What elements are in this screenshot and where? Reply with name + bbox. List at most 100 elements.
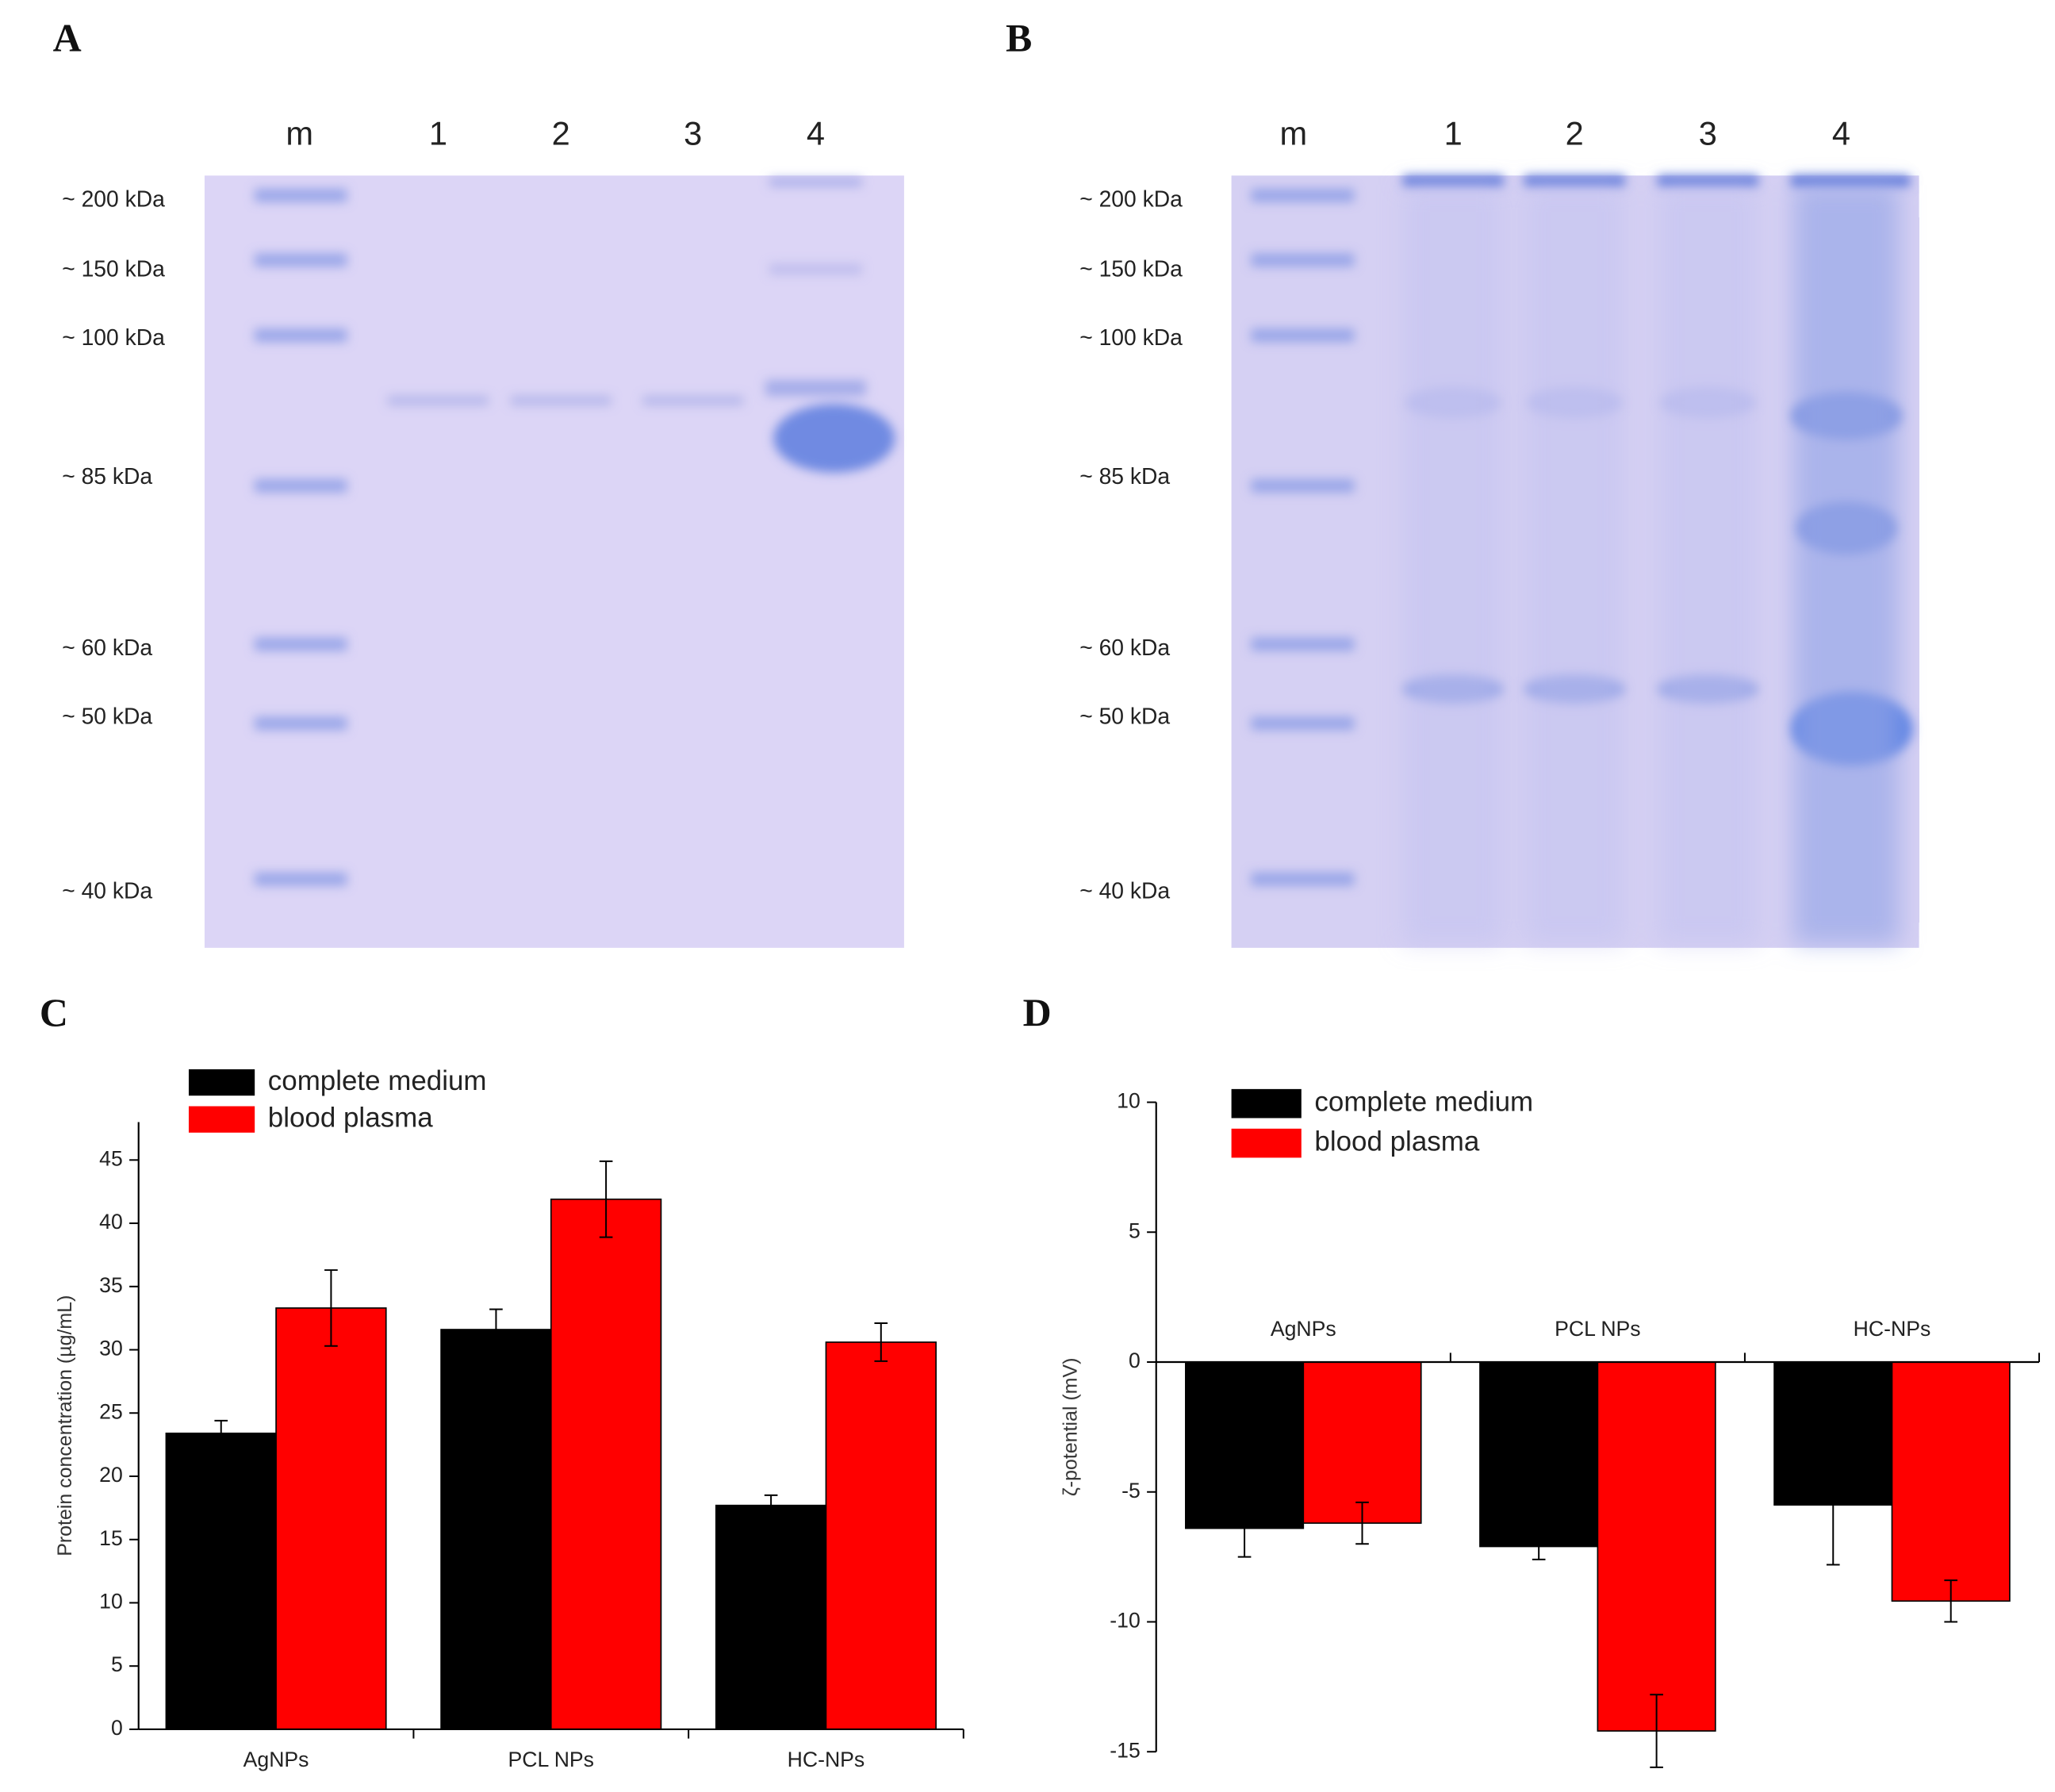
error-bar bbox=[764, 1494, 778, 1517]
x-tick-label: AgNPs bbox=[243, 1748, 309, 1771]
marker-label: ~ 60 kDa bbox=[1079, 635, 1170, 660]
error-bar bbox=[1355, 1501, 1369, 1545]
marker-band bbox=[1251, 188, 1355, 202]
marker-label: ~ 200 kDa bbox=[62, 186, 165, 211]
error-bar bbox=[1944, 1579, 1958, 1623]
sample-band bbox=[1791, 175, 1910, 186]
y-tick-label: 10 bbox=[1117, 1089, 1141, 1113]
error-bar bbox=[599, 1160, 613, 1238]
bar bbox=[165, 1432, 277, 1730]
marker-band bbox=[1251, 637, 1355, 651]
y-tick-label: 20 bbox=[99, 1463, 123, 1487]
y-axis-label: Protein concentration (µg/mL) bbox=[54, 1295, 76, 1556]
marker-label: ~ 40 kDa bbox=[62, 877, 152, 903]
gel-bands bbox=[255, 178, 895, 886]
marker-band bbox=[1251, 716, 1355, 731]
marker-band bbox=[1251, 872, 1355, 886]
x-tick-label: AgNPs bbox=[1271, 1317, 1336, 1341]
y-tick-label: 25 bbox=[99, 1399, 123, 1423]
sample-smear bbox=[1402, 184, 1504, 944]
marker-label: ~ 150 kDa bbox=[1079, 256, 1183, 282]
legend-label: blood plasma bbox=[1314, 1126, 1479, 1157]
sample-smear bbox=[1793, 184, 1900, 944]
marker-band bbox=[1251, 328, 1355, 342]
lane-label: 1 bbox=[1444, 114, 1463, 152]
marker-band bbox=[255, 716, 347, 731]
sample-band bbox=[642, 396, 743, 405]
gel-background bbox=[204, 175, 904, 948]
legend-swatch bbox=[1231, 1128, 1302, 1158]
marker-band bbox=[1251, 253, 1355, 267]
legend-label: blood plasma bbox=[268, 1102, 433, 1133]
bar bbox=[440, 1329, 552, 1730]
y-tick-label: 5 bbox=[1129, 1218, 1141, 1242]
marker-band bbox=[1251, 479, 1355, 493]
sample-band bbox=[1658, 175, 1758, 186]
panel-label: C bbox=[40, 991, 68, 1034]
marker-label: ~ 50 kDa bbox=[62, 704, 152, 729]
sample-band bbox=[1402, 175, 1504, 186]
lane-label: 3 bbox=[1699, 114, 1717, 152]
y-tick-label: 15 bbox=[99, 1526, 123, 1550]
x-tick-label: HC-NPs bbox=[788, 1748, 865, 1771]
lane-label: 4 bbox=[807, 114, 825, 152]
marker-label: ~ 60 kDa bbox=[62, 635, 152, 660]
sample-band bbox=[769, 178, 862, 186]
sample-band bbox=[765, 380, 866, 397]
error-bar bbox=[214, 1419, 228, 1447]
marker-label: ~ 200 kDa bbox=[1079, 186, 1183, 211]
marker-band bbox=[255, 188, 347, 202]
bar bbox=[825, 1341, 937, 1730]
lane-label: 3 bbox=[684, 114, 702, 152]
sample-band bbox=[511, 396, 612, 405]
legend-label: complete medium bbox=[268, 1065, 487, 1096]
sample-smear bbox=[1524, 184, 1625, 944]
marker-band bbox=[255, 637, 347, 651]
legend-swatch bbox=[188, 1069, 255, 1096]
lane-label: 1 bbox=[429, 114, 447, 152]
gel-smear bbox=[1402, 184, 1900, 944]
panel-label: B bbox=[1006, 17, 1032, 60]
bar bbox=[275, 1307, 387, 1730]
sample-smear bbox=[1658, 184, 1758, 944]
y-tick-label: 45 bbox=[99, 1146, 123, 1170]
marker-label: ~ 150 kDa bbox=[62, 256, 165, 282]
y-tick-label: -10 bbox=[1110, 1609, 1140, 1633]
legend-swatch bbox=[188, 1106, 255, 1133]
y-tick-label: 30 bbox=[99, 1337, 123, 1360]
y-axis-label: ζ-potential (mV) bbox=[1060, 1358, 1082, 1497]
y-tick-label: 40 bbox=[99, 1210, 123, 1234]
error-bar bbox=[489, 1308, 503, 1351]
lane-label: m bbox=[286, 114, 313, 152]
marker-label: ~ 85 kDa bbox=[1079, 463, 1170, 489]
y-tick-label: 5 bbox=[111, 1652, 123, 1676]
sample-band bbox=[388, 396, 489, 405]
legend-label: complete medium bbox=[1314, 1086, 1533, 1117]
sample-band bbox=[1524, 175, 1625, 186]
sample-band bbox=[773, 404, 895, 473]
marker-label: ~ 100 kDa bbox=[1079, 324, 1183, 350]
marker-label: ~ 85 kDa bbox=[62, 463, 152, 489]
y-tick-label: 10 bbox=[99, 1590, 123, 1614]
marker-band bbox=[255, 872, 347, 886]
x-tick-label: PCL NPs bbox=[508, 1748, 594, 1771]
error-bar bbox=[1237, 1498, 1252, 1558]
panel-label: A bbox=[53, 17, 82, 60]
bar bbox=[1479, 1361, 1599, 1548]
y-tick-label: -15 bbox=[1110, 1738, 1140, 1762]
y-tick-label: -5 bbox=[1121, 1479, 1141, 1502]
y-tick-label: 0 bbox=[111, 1716, 123, 1740]
lane-label: 2 bbox=[1566, 114, 1584, 152]
marker-band bbox=[255, 253, 347, 267]
lane-label: m bbox=[1279, 114, 1307, 152]
lane-label: 2 bbox=[552, 114, 570, 152]
y-tick-label: 0 bbox=[1129, 1349, 1141, 1372]
x-tick-label: PCL NPs bbox=[1555, 1317, 1640, 1341]
legend-swatch bbox=[1231, 1088, 1302, 1119]
marker-band bbox=[255, 479, 347, 493]
x-tick-label: HC-NPs bbox=[1854, 1317, 1931, 1341]
marker-label: ~ 100 kDa bbox=[62, 324, 165, 350]
bar bbox=[715, 1504, 827, 1730]
panel-label: D bbox=[1023, 991, 1052, 1034]
